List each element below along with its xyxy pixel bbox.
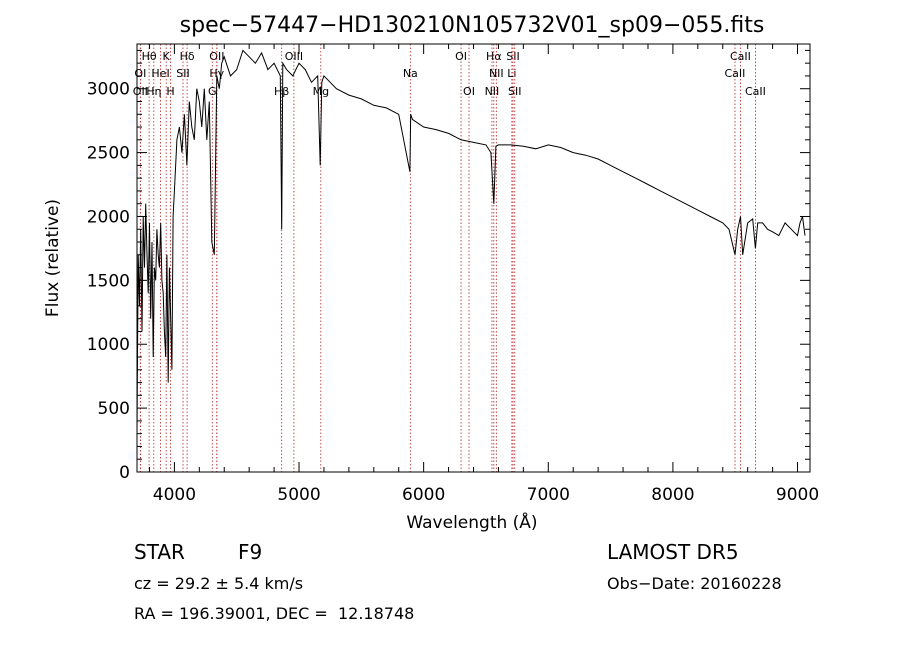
marker-label: Li — [507, 67, 516, 80]
marker-label: OIII — [285, 50, 303, 63]
y-axis-label: Flux (relative) — [43, 199, 63, 317]
x-tick-label: 8000 — [651, 485, 694, 505]
x-tick-label: 5000 — [277, 485, 320, 505]
x-axis-label: Wavelength (Å) — [406, 511, 537, 533]
x-tick-label: 9000 — [776, 485, 819, 505]
axis-ticks: 4000 5000 6000 7000 8000 9000 0 500 1000 1500 2000… — [87, 44, 819, 505]
marker-label: SII — [508, 85, 521, 98]
observation-date: Obs−Date: 20160228 — [607, 574, 782, 593]
marker-label: NII — [489, 67, 504, 80]
marker-label: K — [163, 50, 171, 63]
marker-label: Hβ — [274, 85, 289, 98]
survey-name: LAMOST DR5 — [607, 540, 739, 564]
marker-label: OII — [209, 50, 224, 63]
x-tick-label: 7000 — [527, 485, 570, 505]
y-tick-label: 3000 — [87, 80, 130, 100]
x-tick-label: 4000 — [153, 485, 196, 505]
object-type: STAR — [134, 540, 185, 564]
spectral-subclass: F9 — [238, 540, 263, 564]
marker-label: Na — [403, 67, 418, 80]
marker-label: CaII — [730, 50, 751, 63]
y-tick-label: 2000 — [87, 207, 130, 227]
chart-title: spec−57447−HD130210N105732V01_sp09−055.f… — [180, 13, 765, 38]
y-tick-label: 0 — [119, 463, 130, 483]
marker-label: G — [208, 85, 217, 98]
marker-label: OI — [463, 85, 475, 98]
marker-label: Hα — [486, 50, 502, 63]
marker-label: H — [166, 85, 174, 98]
coordinates: RA = 196.39001, DEC = 12.18748 — [134, 604, 415, 623]
marker-label: SII — [506, 50, 519, 63]
y-tick-label: 500 — [98, 399, 130, 419]
marker-label: NII — [485, 85, 500, 98]
marker-label: CaII — [745, 85, 766, 98]
y-tick-label: 1000 — [87, 335, 130, 355]
spectrum-line — [136, 49, 806, 434]
marker-label: HeI — [151, 67, 169, 80]
redshift-cz: cz = 29.2 ± 5.4 km/s — [134, 574, 304, 593]
marker-label: Hη — [146, 85, 161, 98]
spectrum-series — [136, 49, 806, 434]
y-tick-label: 2500 — [87, 144, 130, 164]
marker-label: Hδ — [180, 50, 195, 63]
y-tick-label: 1500 — [87, 271, 130, 291]
marker-label: Hθ — [142, 50, 157, 63]
marker-label: Mg — [313, 85, 329, 98]
plot-frame — [136, 43, 811, 473]
x-tick-label: 6000 — [402, 485, 445, 505]
marker-label: SII — [176, 67, 189, 80]
marker-label: CaII — [725, 67, 746, 80]
marker-label: OI — [455, 50, 467, 63]
